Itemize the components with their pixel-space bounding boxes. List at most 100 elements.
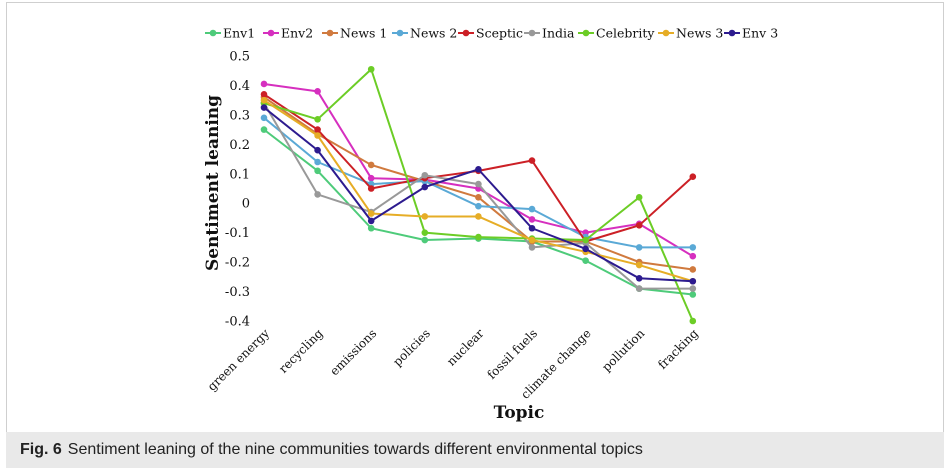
figure-label: Fig. 6 bbox=[20, 441, 62, 458]
legend-item: News 3 bbox=[658, 26, 723, 41]
y-axis: 0.5 0.4 0.3 0.2 0.1 0 -0.1 -0.2 -0.3 -0.4 bbox=[225, 50, 250, 330]
data-point bbox=[367, 65, 375, 73]
data-point bbox=[260, 90, 268, 98]
data-point bbox=[367, 210, 375, 217]
data-point bbox=[367, 161, 375, 169]
legend-item: News 1 bbox=[322, 26, 387, 41]
data-point bbox=[421, 183, 429, 191]
x-tick-label: green energy bbox=[205, 326, 273, 394]
data-point bbox=[528, 157, 536, 164]
data-point bbox=[475, 180, 482, 188]
data-point bbox=[260, 104, 268, 111]
data-point bbox=[689, 277, 697, 285]
data-point bbox=[689, 285, 697, 292]
data-point bbox=[689, 173, 697, 181]
data-point bbox=[314, 132, 321, 139]
data-point bbox=[528, 216, 536, 223]
x-tick-label: fracking bbox=[655, 326, 701, 372]
legend-label: Celebrity bbox=[596, 26, 655, 41]
x-tick-label: recycling bbox=[276, 326, 326, 376]
data-point bbox=[260, 96, 268, 104]
data-point bbox=[528, 236, 536, 244]
figure-frame bbox=[6, 2, 944, 468]
legend-label: Sceptic bbox=[476, 26, 523, 41]
legend-item: Env 3 bbox=[724, 26, 778, 41]
data-point bbox=[582, 257, 589, 264]
data-point bbox=[421, 213, 429, 220]
legend-item: Sceptic bbox=[458, 26, 523, 41]
data-point bbox=[582, 236, 589, 244]
data-point bbox=[314, 116, 321, 123]
data-point bbox=[314, 146, 321, 154]
caption-bar bbox=[6, 432, 944, 468]
y-tick-label: -0.4 bbox=[225, 315, 250, 330]
chart-legend: Env1 Env2 News 1 News 2 Sceptic India Celebrit… bbox=[205, 26, 778, 41]
legend-item: News 2 bbox=[392, 26, 457, 41]
x-tick-label: emissions bbox=[327, 326, 379, 378]
data-point bbox=[635, 275, 643, 282]
series-env-3 bbox=[260, 104, 697, 285]
legend-marker bbox=[326, 29, 334, 37]
y-tick-label: -0.3 bbox=[225, 285, 250, 300]
data-point bbox=[421, 229, 429, 236]
legend-item: Celebrity bbox=[578, 26, 655, 41]
data-point bbox=[260, 80, 268, 88]
legend-marker bbox=[728, 29, 736, 37]
data-point bbox=[635, 261, 643, 269]
legend-item: Env2 bbox=[263, 26, 313, 41]
x-tick-label: fossil fuels bbox=[484, 326, 540, 382]
data-point bbox=[528, 205, 536, 213]
data-point bbox=[635, 244, 643, 251]
data-point bbox=[260, 126, 268, 133]
data-point bbox=[314, 88, 321, 95]
y-axis-title: Sentiment leaning bbox=[203, 95, 223, 271]
y-tick-label: 0.1 bbox=[229, 167, 250, 182]
data-point bbox=[475, 166, 482, 173]
data-point bbox=[314, 191, 321, 198]
legend-label: Env2 bbox=[281, 26, 313, 41]
data-point bbox=[689, 266, 697, 273]
x-tick-label: pollution bbox=[599, 326, 647, 374]
data-point bbox=[475, 194, 482, 201]
y-tick-label: -0.2 bbox=[225, 256, 250, 271]
data-point bbox=[689, 252, 697, 260]
y-tick-label: 0.4 bbox=[229, 79, 250, 94]
y-tick-label: 0.3 bbox=[229, 108, 250, 123]
data-point bbox=[635, 194, 643, 201]
data-point bbox=[314, 126, 321, 133]
legend-item: Env1 bbox=[205, 26, 255, 41]
caption-text: Sentiment leaning of the nine communitie… bbox=[67, 441, 643, 458]
data-point bbox=[367, 224, 375, 232]
data-point bbox=[528, 244, 536, 251]
data-point bbox=[475, 213, 482, 220]
legend-marker bbox=[662, 29, 670, 37]
data-point bbox=[635, 222, 643, 229]
sentiment-line-chart: Env1 Env2 News 1 News 2 Sceptic India Celebrit… bbox=[203, 26, 778, 424]
y-tick-label: 0 bbox=[242, 197, 250, 212]
data-point bbox=[635, 285, 643, 292]
data-point bbox=[689, 291, 697, 298]
x-tick-label: policies bbox=[390, 326, 433, 369]
legend-label: Env1 bbox=[223, 26, 255, 41]
legend-label: Env 3 bbox=[742, 26, 778, 41]
data-point bbox=[475, 233, 482, 241]
figure-caption: Fig. 6 Sentiment leaning of the nine comm… bbox=[20, 441, 920, 459]
series-line bbox=[263, 128, 693, 296]
y-tick-label: 0.5 bbox=[229, 50, 250, 65]
legend-marker bbox=[209, 29, 217, 37]
legend-label: News 3 bbox=[676, 26, 723, 41]
x-tick-label: nuclear bbox=[444, 326, 487, 369]
data-point bbox=[367, 185, 375, 192]
data-point bbox=[528, 224, 536, 232]
series-env1 bbox=[260, 126, 697, 298]
data-point bbox=[475, 202, 482, 210]
data-point bbox=[367, 174, 375, 182]
plot-area bbox=[260, 65, 697, 325]
x-axis-title: Topic bbox=[494, 403, 545, 423]
data-point bbox=[421, 171, 429, 179]
x-axis: green energy recycling emissions policies nu… bbox=[205, 326, 701, 402]
y-tick-label: 0.2 bbox=[229, 138, 250, 153]
legend-marker bbox=[462, 29, 470, 37]
data-point bbox=[367, 217, 375, 225]
legend-marker bbox=[582, 29, 590, 37]
